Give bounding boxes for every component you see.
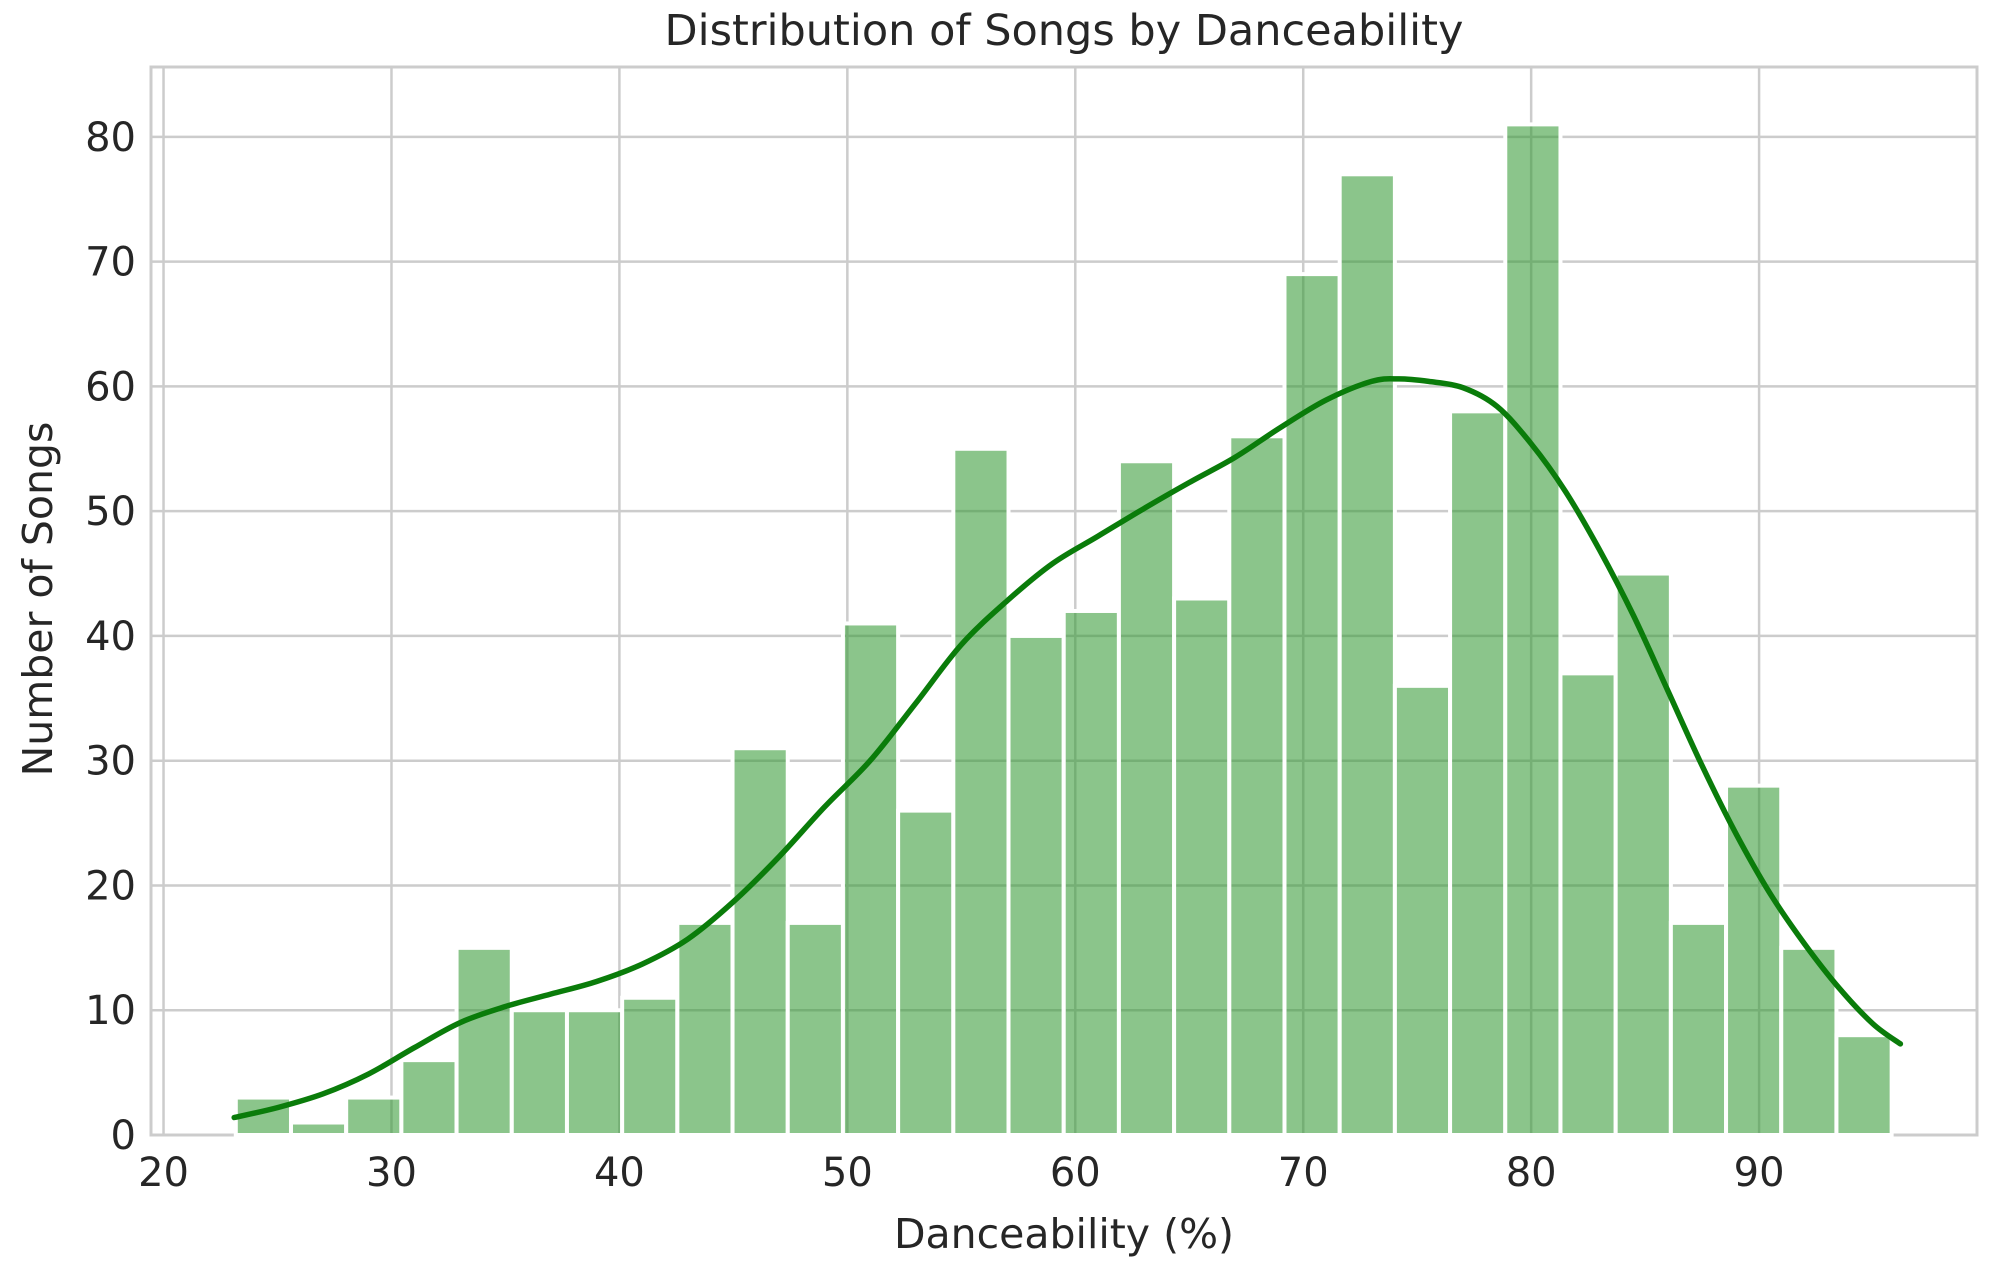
x-tick-label: 80 [1506,1150,1557,1196]
x-tick-label: 20 [138,1150,189,1196]
histogram-bar [896,808,956,1137]
y-tick-label: 40 [85,614,136,660]
histogram-bar [288,1120,349,1137]
histogram-bar [620,995,680,1138]
histogram-bar [1172,596,1232,1137]
x-axis-label: Danceability (%) [893,1210,1235,1258]
y-tick-label: 30 [85,739,136,785]
y-tick-label: 60 [85,364,136,410]
y-tick-label: 0 [111,1113,136,1159]
chart-title: Distribution of Songs by Danceability [664,6,1464,56]
histogram-bar [399,1058,459,1137]
histogram-bar [1061,608,1121,1137]
y-tick-label: 50 [85,489,136,535]
histogram-bar [1503,122,1563,1138]
histogram-bar [840,621,901,1137]
histogram-bar [1337,172,1397,1137]
histogram-bar [344,1095,404,1137]
histogram-bar [1558,671,1618,1138]
histogram-bar [785,920,845,1138]
histogram-bar [730,746,790,1137]
x-tick-label: 70 [1278,1150,1329,1196]
histogram-bar [1006,633,1066,1137]
x-tick-label: 50 [822,1150,873,1196]
histogram-bar [1834,1033,1894,1137]
histogram-bar [509,1008,569,1137]
x-tick-label: 40 [594,1150,645,1196]
histogram-bar [1227,434,1287,1137]
x-tick-label: 60 [1050,1150,1101,1196]
kde-curve [231,376,1904,1121]
x-tick-label: 90 [1734,1150,1785,1196]
y-tick-label: 20 [85,863,136,909]
histogram-bar [1116,459,1177,1138]
y-tick-label: 70 [85,240,136,286]
histogram-bar [1724,783,1784,1138]
histogram-bar [1448,409,1508,1137]
y-axis-label: Number of Songs [14,421,62,777]
histogram-bar [1668,920,1729,1138]
histogram-bar [1613,571,1673,1137]
histogram-bar [454,945,514,1137]
histogram-bar [675,920,735,1138]
y-tick-label: 10 [85,988,136,1034]
y-tick-label: 80 [85,115,136,161]
x-tick-label: 30 [366,1150,417,1196]
histogram-bar [1282,272,1342,1138]
histogram-bar [1392,683,1453,1137]
histogram-bar [564,1008,625,1137]
histogram-bar [951,446,1011,1137]
